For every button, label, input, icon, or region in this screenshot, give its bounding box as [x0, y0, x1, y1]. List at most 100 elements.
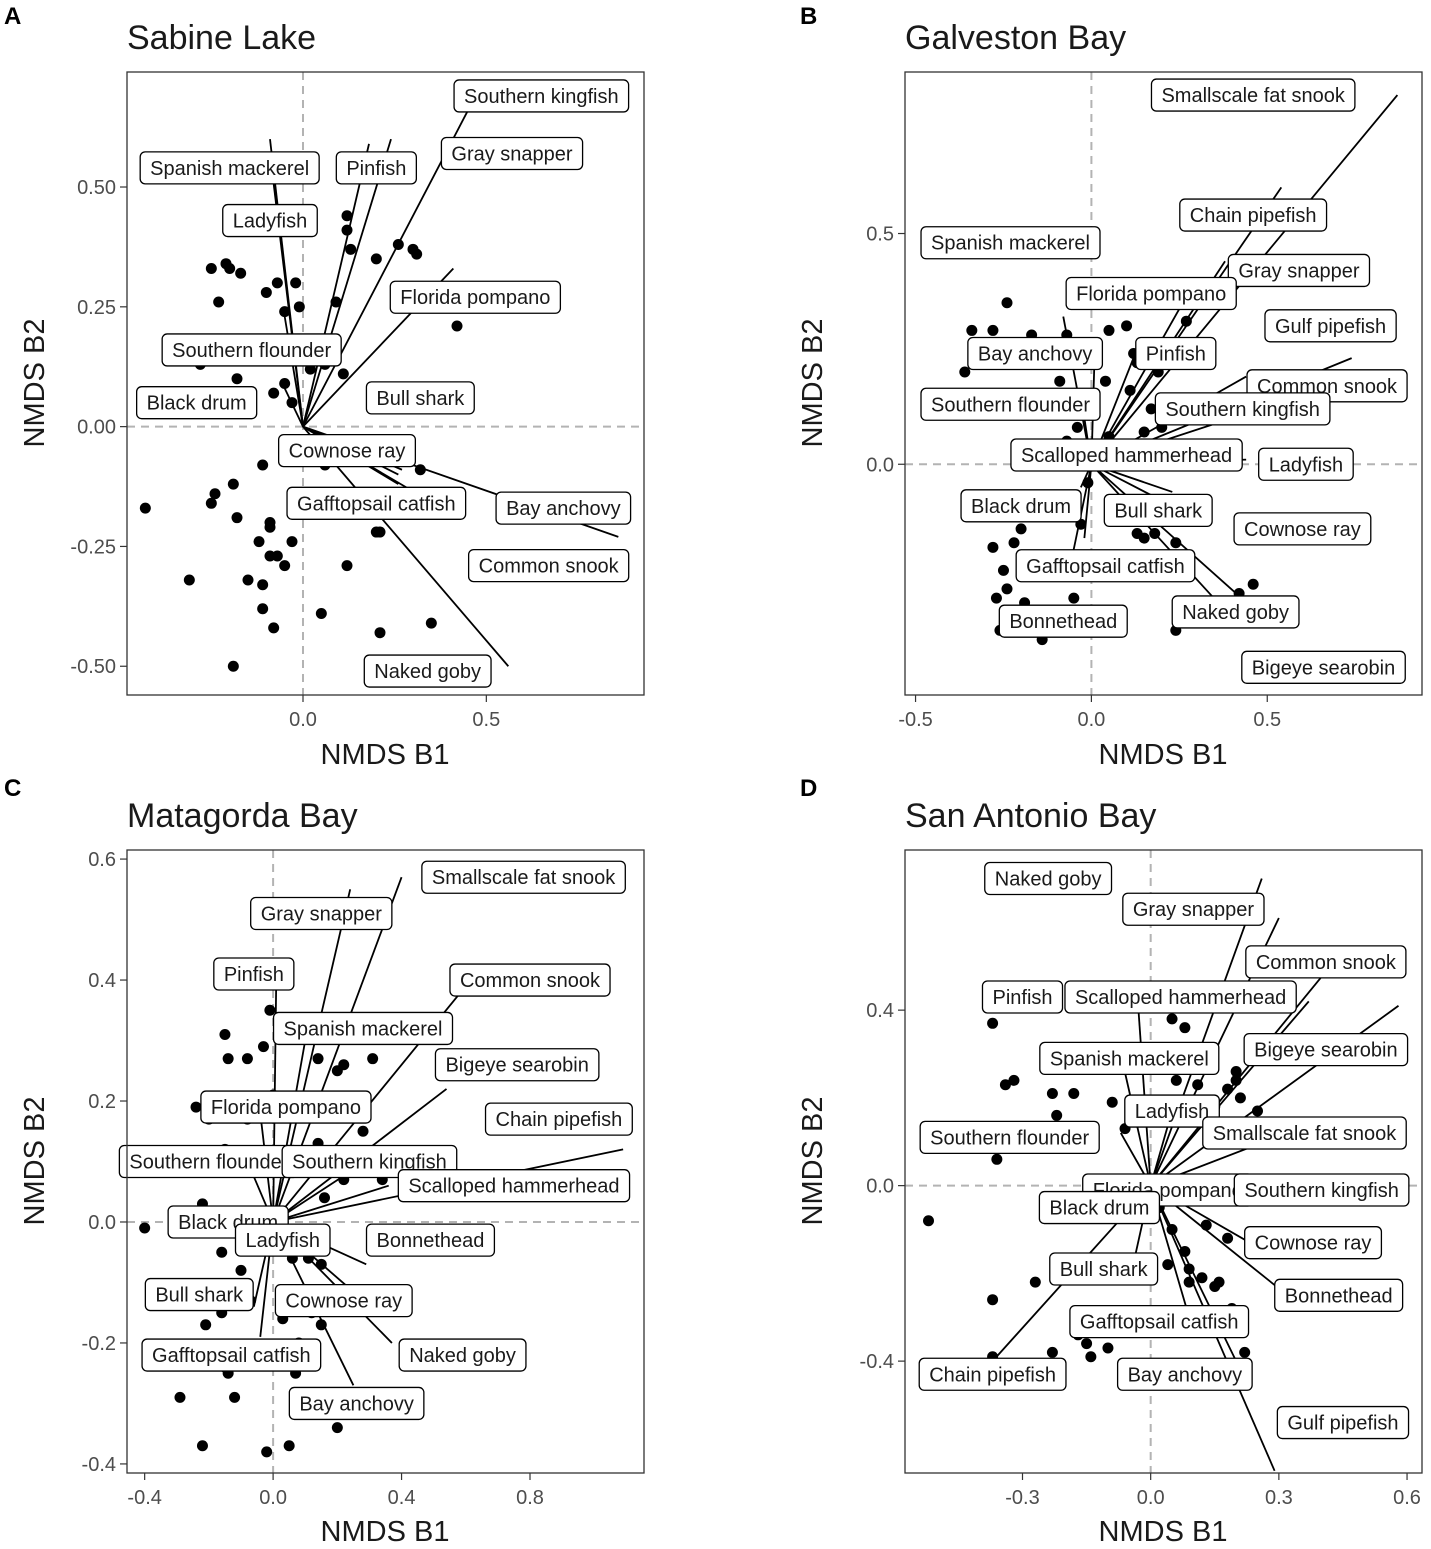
site-point — [357, 1125, 369, 1137]
species-labels: Naked goby Gray snapper Common snook Pinfis… — [918, 861, 1410, 1440]
site-point — [1183, 1276, 1195, 1288]
site-point — [1179, 1022, 1191, 1034]
site-point — [268, 622, 280, 634]
label-box — [288, 1386, 425, 1421]
label-box — [1233, 1173, 1410, 1207]
label-text: Smallscale fat snook — [432, 867, 616, 889]
label-text: Spanish mackerel — [931, 233, 1090, 255]
site-point — [1239, 1346, 1251, 1358]
label-box — [960, 489, 1082, 523]
site-points — [139, 210, 463, 672]
site-point — [990, 592, 1002, 604]
species-label-common-snook: Common snook — [467, 548, 630, 583]
label-text: Southern flounder — [931, 394, 1090, 416]
site-point — [987, 1017, 999, 1029]
site-point — [374, 526, 386, 538]
label-box — [365, 1223, 496, 1257]
site-point — [1054, 375, 1066, 387]
label-box — [139, 151, 320, 185]
species-label-naked-goby: Naked goby — [984, 861, 1113, 896]
x-tick-label: 0.5 — [472, 709, 500, 731]
site-point — [1166, 1013, 1178, 1025]
label-text: Florida pompano — [211, 1097, 361, 1119]
species-label-scalloped-hammerhead: Scalloped hammerhead — [397, 1169, 631, 1203]
x-tick-label: 0.6 — [1393, 1487, 1421, 1509]
site-point — [1121, 320, 1133, 332]
label-text: Gray snapper — [1133, 899, 1255, 921]
site-point — [1046, 1346, 1058, 1358]
site-point — [1230, 1066, 1242, 1078]
site-point — [392, 239, 404, 251]
site-point — [315, 608, 327, 620]
species-label-bigeye-searobin: Bigeye searobin — [434, 1048, 600, 1082]
species-label-gafftopsail-catfish: Gafftopsail catfish — [1069, 1304, 1250, 1339]
label-text: Bay anchovy — [978, 344, 1093, 366]
site-point — [338, 1059, 350, 1071]
species-label-southern-flounder: Southern flounder — [161, 333, 342, 367]
species-label-southern-flounder: Southern flounder — [919, 1120, 1100, 1155]
label-text: Cownose ray — [1255, 1233, 1372, 1255]
label-text: Ladyfish — [245, 1230, 320, 1252]
site-point — [1170, 537, 1182, 549]
species-labels: Smallscale fat snook Chain pipefish Spanis… — [920, 78, 1408, 684]
label-box — [1264, 309, 1397, 343]
site-point — [315, 1258, 327, 1270]
site-point — [1180, 315, 1192, 327]
label-text: Southern kingfish — [464, 86, 619, 108]
site-point — [260, 286, 272, 298]
label-box — [1065, 276, 1237, 311]
label-box — [397, 1169, 631, 1203]
y-tick-label: 0.00 — [77, 417, 116, 439]
y-tick-label: -0.4 — [860, 1351, 894, 1373]
y-tick-label: -0.50 — [70, 656, 116, 678]
label-text: Black drum — [147, 393, 247, 415]
label-box — [1202, 1116, 1407, 1150]
site-point — [987, 324, 999, 336]
site-point — [279, 378, 291, 389]
species-label-spanish-mackerel: Spanish mackerel — [920, 226, 1101, 260]
species-label-southern-flounder: Southern flounder — [118, 1144, 300, 1179]
y-tick-label: 0.6 — [88, 849, 116, 871]
label-text: Pinfish — [1146, 344, 1206, 366]
label-box — [1049, 1252, 1159, 1286]
label-box — [286, 486, 467, 520]
site-point — [283, 1440, 295, 1452]
label-text: Chain pipefish — [496, 1109, 623, 1131]
label-box — [1010, 438, 1243, 472]
label-text: Ladyfish — [1135, 1101, 1210, 1123]
site-point — [200, 1319, 212, 1331]
vector-ladyfish — [269, 153, 304, 427]
site-point — [1149, 527, 1161, 539]
site-point — [261, 1446, 273, 1458]
label-box — [274, 1283, 413, 1318]
species-label-florida-pompano: Florida pompano — [1065, 276, 1237, 311]
site-point — [923, 1215, 934, 1227]
y-tick-label: 0.25 — [77, 297, 116, 319]
site-point — [318, 1192, 330, 1204]
species-label-gulf-pipefish: Gulf pipefish — [1264, 309, 1397, 343]
species-label-spanish-mackerel: Spanish mackerel — [1039, 1041, 1220, 1076]
site-point — [231, 373, 243, 385]
x-axis-title: NMDS B1 — [1099, 739, 1228, 771]
label-box — [1241, 650, 1406, 684]
species-label-pinfish: Pinfish — [213, 957, 295, 991]
site-point — [987, 541, 999, 553]
label-text: Gulf pipefish — [1275, 316, 1386, 338]
site-point — [257, 579, 269, 591]
site-point — [227, 478, 239, 490]
species-label-gray-snapper: Gray snapper — [1122, 892, 1265, 926]
site-point — [216, 1246, 228, 1258]
species-label-cownose-ray: Cownose ray — [1244, 1226, 1383, 1260]
site-point — [279, 560, 291, 572]
label-box — [1064, 980, 1297, 1014]
label-box — [1135, 336, 1217, 371]
site-point — [959, 366, 971, 378]
label-text: Florida pompano — [400, 287, 550, 309]
panel-border — [126, 71, 645, 696]
species-label-spanish-mackerel: Spanish mackerel — [272, 1011, 454, 1046]
site-point — [290, 277, 302, 289]
site-point — [411, 248, 423, 260]
panel-title: Galveston Bay — [905, 19, 1126, 57]
label-box — [222, 203, 318, 238]
site-point — [213, 296, 225, 308]
